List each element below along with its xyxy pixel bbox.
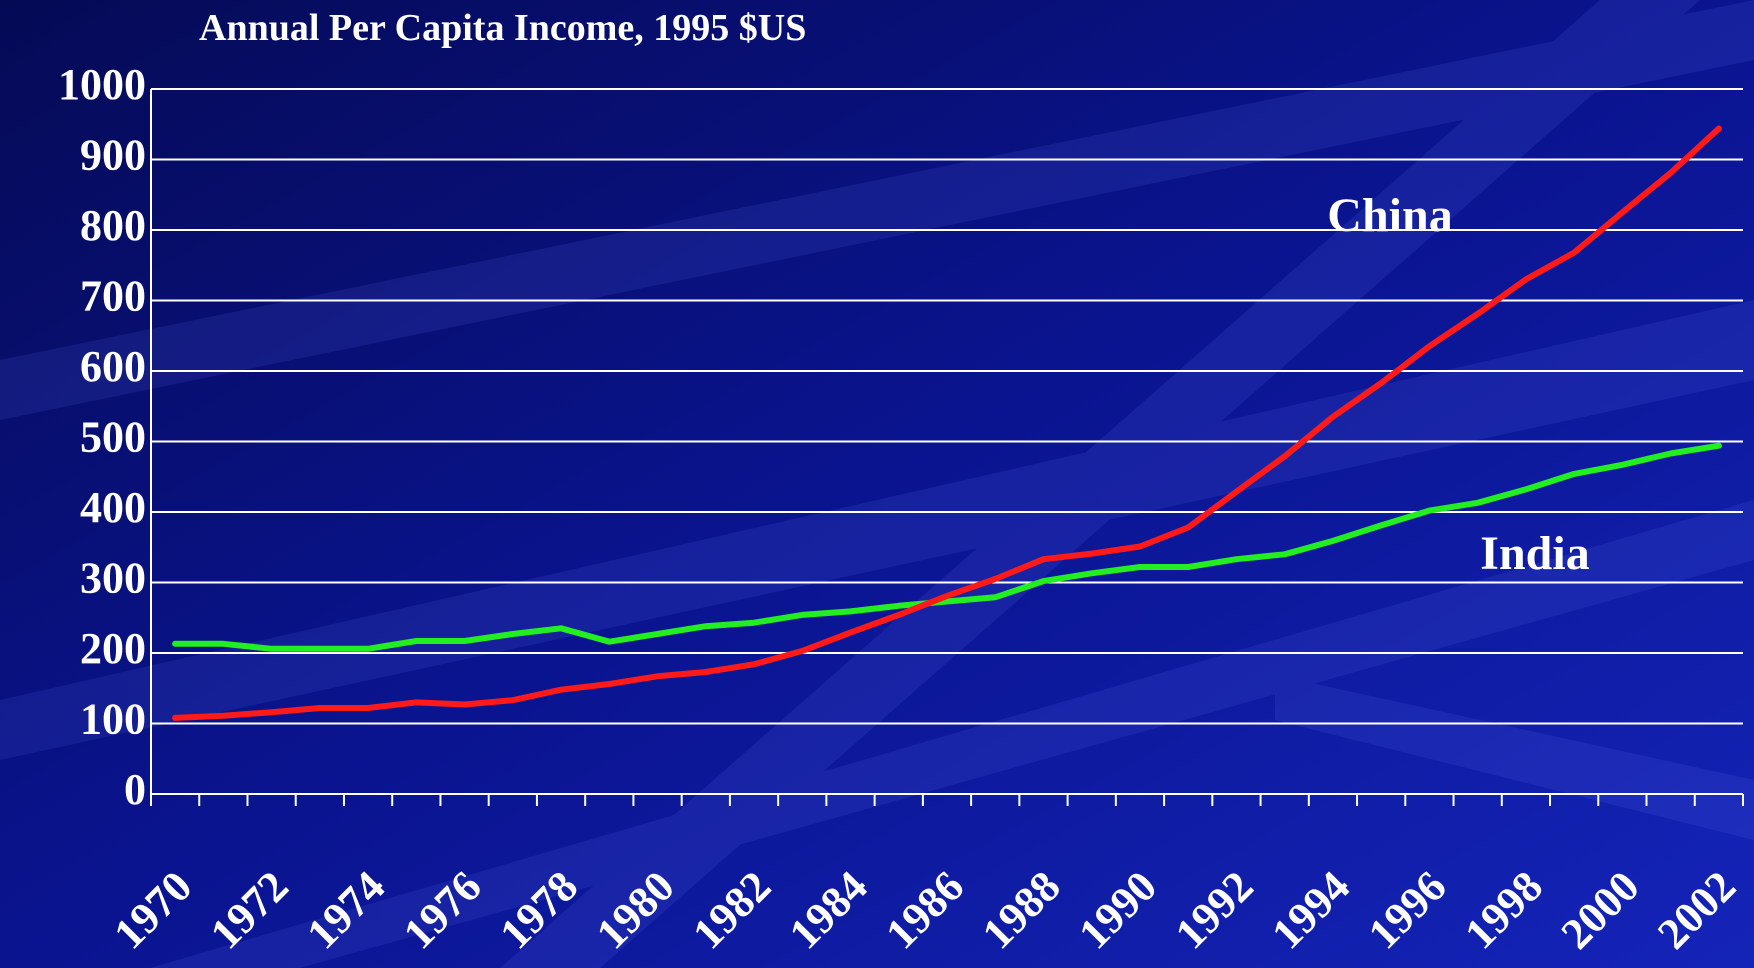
- y-tick-label: 400: [80, 483, 146, 532]
- series-label: China: [1327, 189, 1452, 242]
- series-line: [172, 442, 1722, 652]
- series-label: India: [1480, 527, 1589, 580]
- y-tick-label: 500: [80, 413, 146, 462]
- y-tick-label: 600: [80, 342, 146, 391]
- series-line: [172, 125, 1722, 721]
- y-tick-label: 200: [80, 624, 146, 673]
- y-tick-label: 300: [80, 554, 146, 603]
- y-tick-label: 0: [124, 765, 146, 814]
- chart-title: Annual Per Capita Income, 1995 $US: [199, 7, 806, 49]
- y-tick-label: 900: [80, 131, 146, 180]
- y-tick-label: 100: [80, 695, 146, 744]
- y-tick-label: 700: [80, 272, 146, 321]
- y-tick-label: 800: [80, 201, 146, 250]
- y-tick-label: 1000: [58, 60, 146, 109]
